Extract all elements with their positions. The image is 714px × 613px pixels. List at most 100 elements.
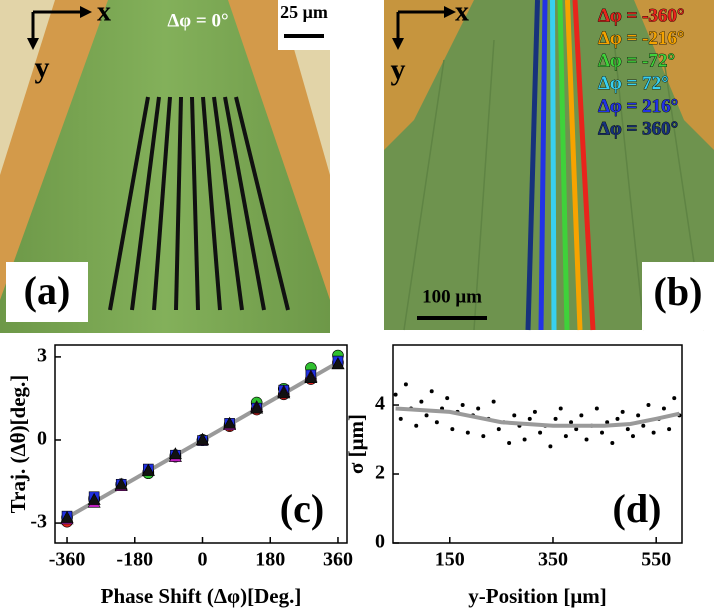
point bbox=[615, 416, 620, 421]
point bbox=[168, 447, 182, 460]
trajectory bbox=[557, 0, 570, 331]
point bbox=[223, 416, 237, 429]
trajectory bbox=[174, 96, 183, 311]
point bbox=[600, 430, 605, 435]
point bbox=[419, 399, 424, 404]
point bbox=[496, 427, 501, 432]
panel-label: (d) bbox=[613, 486, 662, 531]
point bbox=[250, 401, 264, 414]
axis-y-label: y bbox=[391, 53, 406, 86]
point bbox=[584, 437, 589, 442]
point bbox=[445, 396, 450, 401]
y-tick-label: 0 bbox=[375, 531, 385, 553]
trajectory bbox=[572, 0, 596, 331]
axis-x-label: x bbox=[455, 0, 469, 27]
point bbox=[646, 403, 651, 408]
y-tick-label: 3 bbox=[37, 345, 47, 367]
trajectory bbox=[525, 0, 540, 331]
point bbox=[491, 399, 496, 404]
point bbox=[87, 492, 101, 505]
x-tick-label: -180 bbox=[116, 549, 153, 571]
point bbox=[661, 406, 666, 411]
y-axis-label: σ [μm] bbox=[344, 414, 368, 474]
point bbox=[424, 413, 429, 418]
trajectory bbox=[212, 96, 244, 311]
panel-label: (b) bbox=[654, 269, 703, 314]
x-axis-label: Phase Shift (Δφ)[Deg.] bbox=[101, 584, 302, 608]
fit-line bbox=[395, 406, 680, 428]
point bbox=[450, 427, 455, 432]
background-line bbox=[403, 59, 445, 331]
arrow-head bbox=[80, 6, 92, 18]
point bbox=[672, 396, 677, 401]
trajectory bbox=[234, 96, 290, 311]
annotation: Δφ = 0° bbox=[167, 10, 228, 31]
y-axis-label: Traj. (Δθ)[deg.] bbox=[6, 375, 30, 514]
background-line bbox=[473, 39, 495, 331]
panel-label-box bbox=[6, 262, 88, 322]
plot-area bbox=[392, 344, 683, 544]
legend-label: Δφ = -72° bbox=[598, 51, 675, 72]
legend-label: Δφ = 216° bbox=[598, 96, 678, 117]
point bbox=[429, 389, 434, 394]
trajectory bbox=[538, 0, 548, 331]
point bbox=[548, 444, 553, 449]
point bbox=[512, 413, 517, 418]
y-tick-label: 2 bbox=[375, 462, 385, 484]
trajectory bbox=[550, 0, 557, 331]
arrow-head bbox=[392, 38, 404, 50]
panel-label-box bbox=[642, 262, 714, 330]
point bbox=[630, 434, 635, 439]
x-tick-label: -360 bbox=[49, 549, 86, 571]
arrow-head bbox=[27, 38, 39, 50]
point bbox=[60, 510, 74, 523]
x-tick-label: 0 bbox=[198, 549, 208, 571]
legend-label: Δφ = -216° bbox=[598, 28, 685, 49]
image-panel-a: 25 μm Δφ = 0° x y (a) bbox=[0, 0, 330, 333]
point bbox=[605, 420, 610, 425]
trajectory bbox=[201, 96, 222, 311]
trajectories bbox=[108, 96, 290, 311]
panel-label: (c) bbox=[280, 486, 324, 531]
x-tick-label: 360 bbox=[323, 549, 353, 571]
point bbox=[195, 432, 210, 445]
point bbox=[277, 386, 291, 399]
panel-label: (a) bbox=[24, 268, 71, 313]
point bbox=[558, 406, 563, 411]
point bbox=[620, 409, 625, 414]
legend-label: Δφ = -360° bbox=[598, 5, 685, 26]
trajectory bbox=[223, 96, 266, 311]
x-tick-label: 150 bbox=[435, 549, 465, 571]
point bbox=[434, 420, 439, 425]
point bbox=[610, 440, 615, 445]
arrow-head bbox=[444, 6, 456, 18]
legend: Δφ = -360°Δφ = -216°Δφ = -72°Δφ = 72°Δφ … bbox=[598, 5, 685, 140]
point bbox=[393, 392, 398, 397]
substrate bbox=[0, 0, 55, 175]
point bbox=[594, 406, 599, 411]
x-axis-label: y-Position [μm] bbox=[468, 584, 606, 608]
point bbox=[414, 423, 419, 428]
point bbox=[538, 430, 543, 435]
point bbox=[507, 440, 512, 445]
point bbox=[460, 403, 465, 408]
point bbox=[651, 430, 656, 435]
electrode bbox=[634, 0, 714, 150]
x-tick-label: 180 bbox=[255, 549, 285, 571]
point bbox=[398, 416, 403, 421]
point bbox=[114, 477, 128, 490]
x-tick-label: 350 bbox=[538, 549, 568, 571]
point bbox=[331, 357, 345, 370]
point bbox=[481, 434, 486, 439]
trajectory bbox=[130, 96, 161, 311]
scale-bar-box bbox=[278, 0, 330, 50]
y-tick-label: -3 bbox=[30, 511, 47, 533]
point bbox=[579, 413, 584, 418]
point bbox=[476, 406, 481, 411]
point bbox=[574, 427, 579, 432]
axis-x-label: x bbox=[97, 0, 111, 27]
point bbox=[522, 437, 527, 442]
trajectory bbox=[190, 96, 200, 311]
point bbox=[304, 371, 318, 383]
